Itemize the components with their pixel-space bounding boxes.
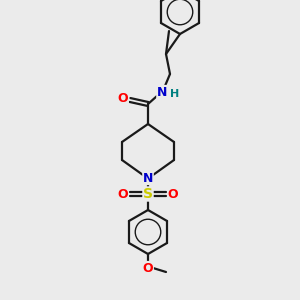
- Text: N: N: [143, 172, 153, 184]
- Text: H: H: [170, 89, 179, 99]
- Text: S: S: [143, 187, 153, 201]
- Text: O: O: [118, 92, 128, 104]
- Text: N: N: [157, 85, 167, 98]
- Text: O: O: [118, 188, 128, 200]
- Text: O: O: [168, 188, 178, 200]
- Text: O: O: [143, 262, 153, 275]
